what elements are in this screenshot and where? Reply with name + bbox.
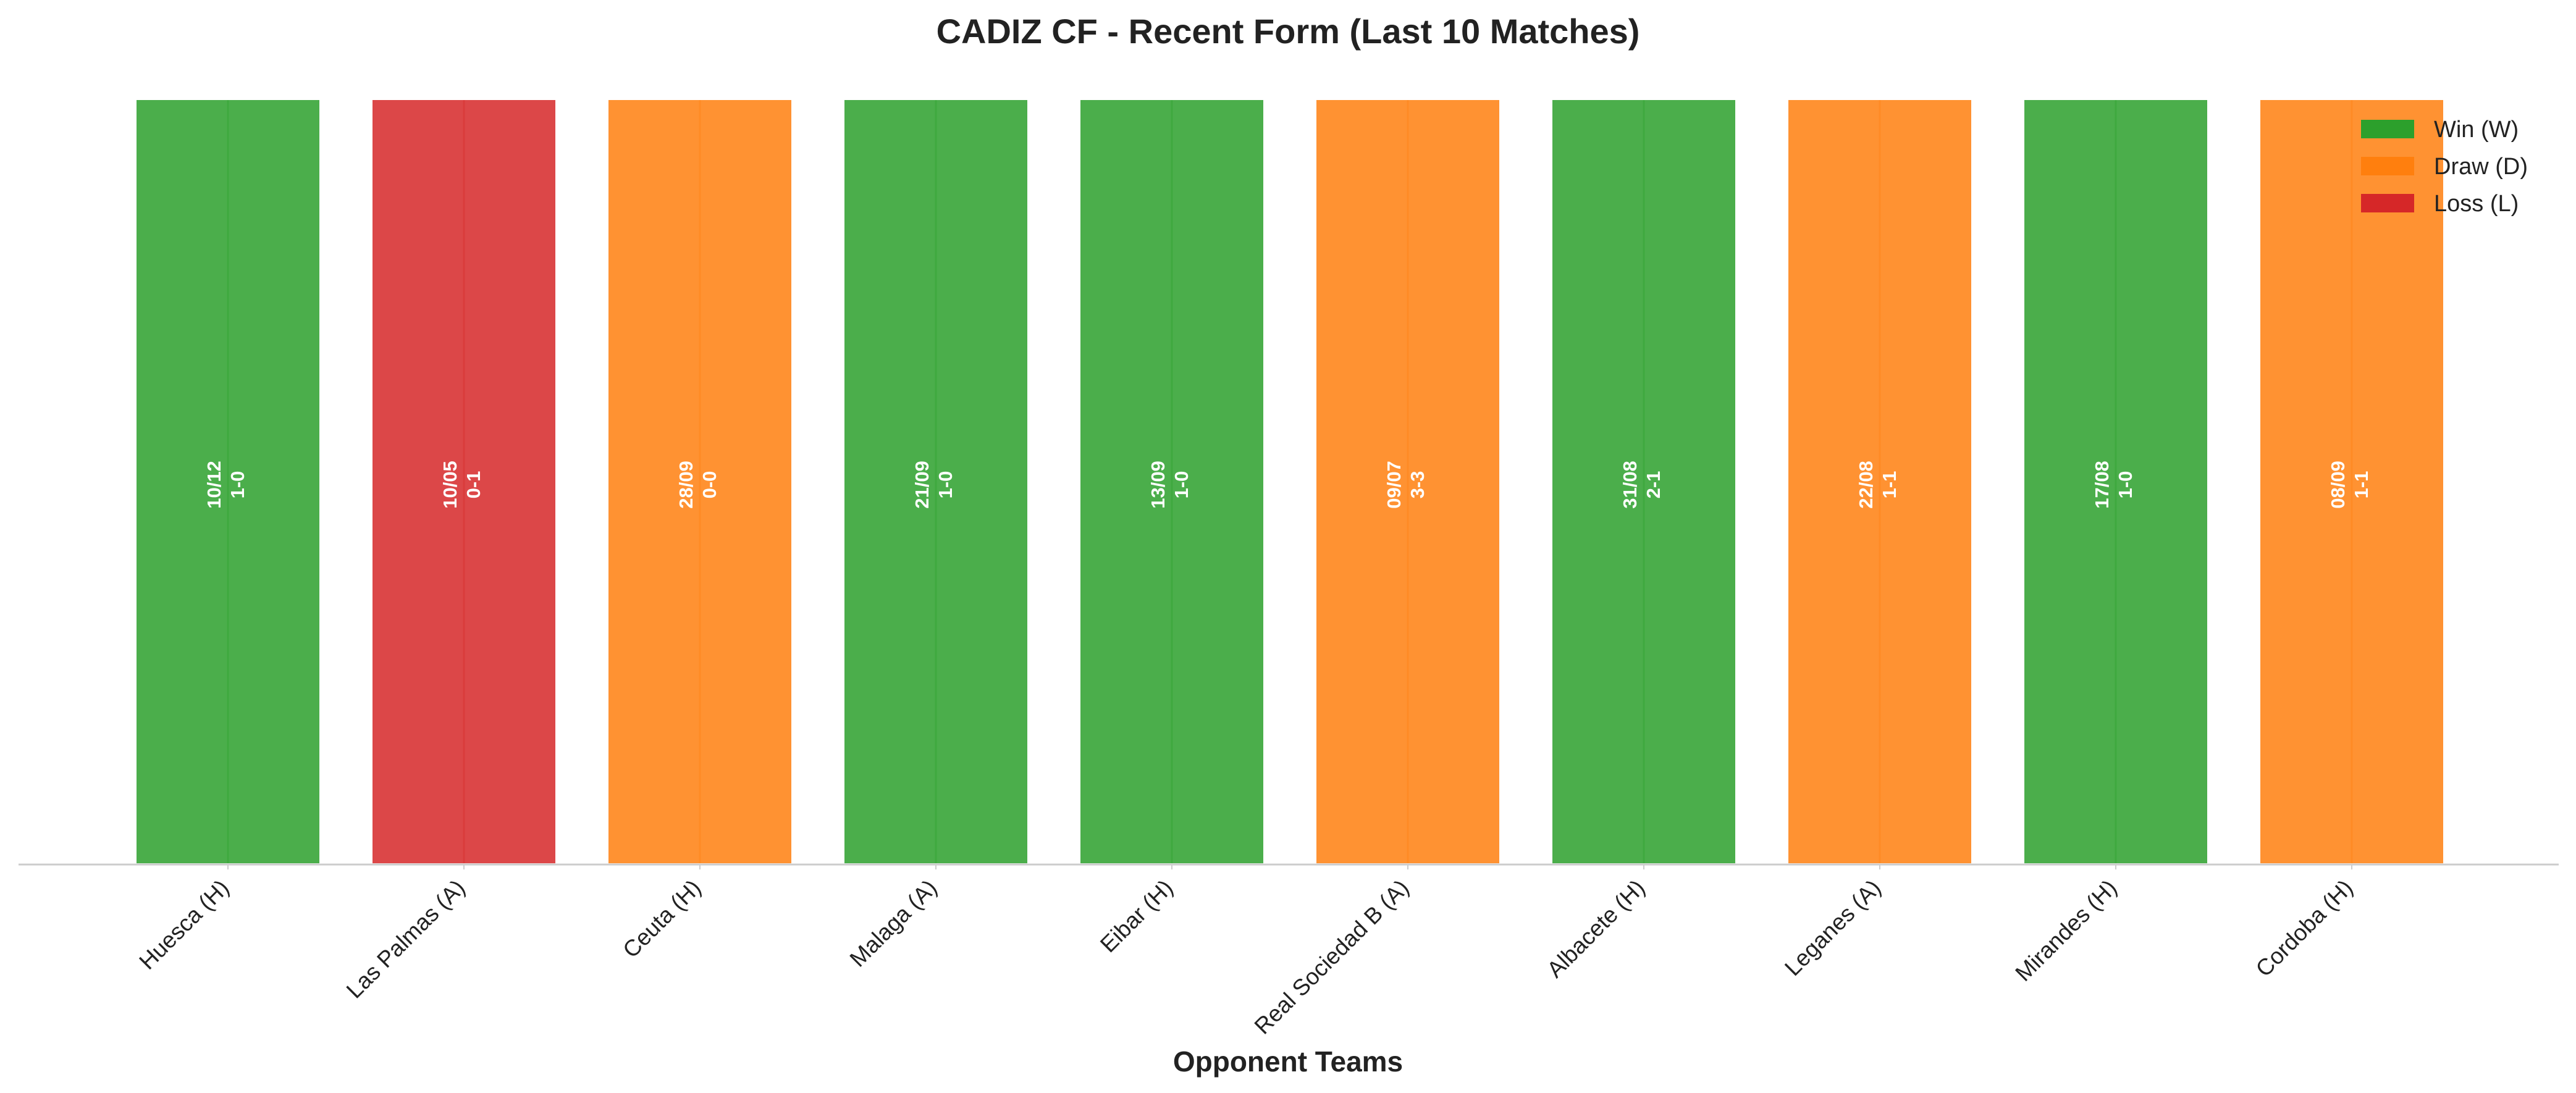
bar-score-label-10: 1-1 bbox=[2351, 471, 2372, 499]
bar-score-label-4: 1-0 bbox=[935, 471, 956, 499]
x-tick-labels: Huesca (H) Las Palmas (A) Ceuta (H) Malaga … bbox=[134, 865, 2358, 1039]
bar-score-label-2: 0-1 bbox=[463, 471, 484, 499]
bar-date-label-4: 21/09 bbox=[911, 461, 933, 509]
bar-4 bbox=[842, 98, 1030, 866]
bar-score-label-9: 1-0 bbox=[2115, 471, 2136, 499]
bar-8 bbox=[1786, 98, 1974, 866]
bar-date-label-10: 08/09 bbox=[2327, 461, 2349, 509]
bar-score-label-8: 1-1 bbox=[1879, 471, 1900, 499]
bar-score-label-3: 0-0 bbox=[699, 471, 720, 499]
x-tick-label-5: Eibar (H) bbox=[1095, 875, 1178, 958]
x-tick-label-10: Cordoba (H) bbox=[2251, 875, 2358, 982]
x-tick-label-3: Ceuta (H) bbox=[618, 875, 705, 963]
bar-date-label-9: 17/08 bbox=[2091, 461, 2113, 509]
legend-label-l: Loss (L) bbox=[2434, 191, 2519, 217]
x-tick-label-8: Leganes (A) bbox=[1780, 875, 1886, 981]
bar-10 bbox=[2258, 98, 2446, 866]
legend-swatch-d bbox=[2361, 157, 2414, 175]
x-tick-label-9: Mirandes (H) bbox=[2010, 875, 2121, 986]
bars-group: 10/12 1-0 10/05 0-1 28/09 0-0 21/09 1-0 13/09 1-0… bbox=[134, 98, 2446, 866]
legend: Win (W) Draw (D) Loss (L) bbox=[2361, 117, 2528, 217]
legend-swatch-l bbox=[2361, 194, 2414, 212]
bar-score-label-1: 1-0 bbox=[227, 471, 248, 499]
x-tick-label-6: Real Sociedad B (A) bbox=[1250, 875, 1414, 1039]
legend-label-w: Win (W) bbox=[2434, 117, 2519, 143]
bar-date-label-1: 10/12 bbox=[203, 461, 225, 509]
x-axis-label: Opponent Teams bbox=[1173, 1045, 1403, 1078]
bar-5 bbox=[1078, 98, 1266, 866]
bar-date-label-3: 28/09 bbox=[675, 461, 697, 509]
bar-3 bbox=[606, 98, 794, 866]
bar-2 bbox=[370, 98, 558, 866]
bar-score-label-5: 1-0 bbox=[1171, 471, 1192, 499]
x-tick-label-2: Las Palmas (A) bbox=[342, 875, 470, 1003]
bar-score-label-7: 2-1 bbox=[1643, 471, 1664, 499]
x-tick-label-4: Malaga (A) bbox=[845, 875, 942, 972]
x-tick-label-1: Huesca (H) bbox=[134, 875, 234, 974]
bar-score-label-6: 3-3 bbox=[1407, 471, 1428, 499]
bar-6 bbox=[1314, 98, 1502, 866]
legend-label-d: Draw (D) bbox=[2434, 154, 2528, 180]
chart-title: CADIZ CF - Recent Form (Last 10 Matches) bbox=[937, 12, 1640, 51]
bar-date-label-7: 31/08 bbox=[1619, 461, 1641, 509]
bar-date-label-6: 09/07 bbox=[1383, 461, 1405, 509]
bar-date-label-8: 22/08 bbox=[1855, 461, 1877, 509]
legend-swatch-w bbox=[2361, 120, 2414, 138]
bar-date-label-2: 10/05 bbox=[439, 461, 461, 509]
x-tick-label-7: Albacete (H) bbox=[1542, 875, 1649, 982]
bar-1 bbox=[134, 98, 322, 866]
bar-7 bbox=[1550, 98, 1738, 866]
bar-date-label-5: 13/09 bbox=[1147, 461, 1169, 509]
